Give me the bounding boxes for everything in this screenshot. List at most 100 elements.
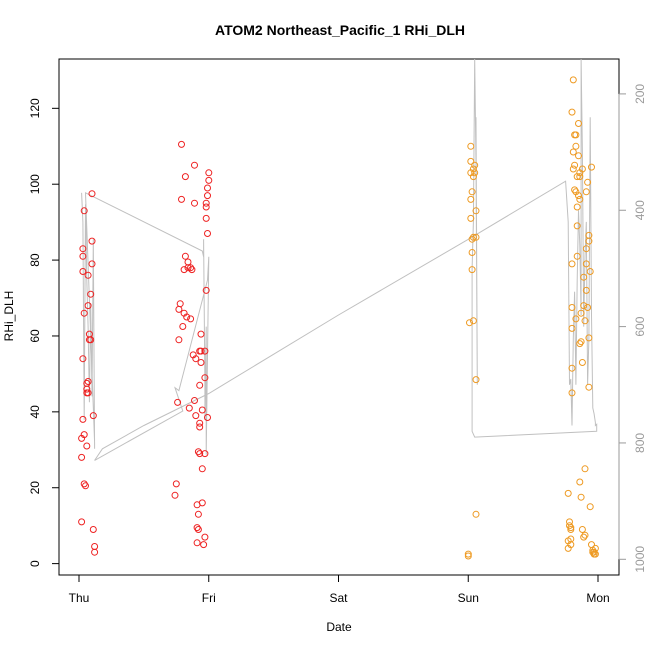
flight-2-point bbox=[576, 478, 584, 486]
right-tick-label: 200 bbox=[633, 84, 647, 104]
flight-2-point bbox=[576, 340, 584, 348]
flight-2-point bbox=[577, 493, 585, 501]
flight-1-point bbox=[194, 510, 202, 518]
flight-2-point bbox=[575, 192, 582, 200]
flight-1-point bbox=[202, 214, 210, 222]
flight-1-point bbox=[202, 199, 210, 207]
flight-2-point bbox=[568, 260, 576, 268]
flight-1-point bbox=[202, 286, 210, 294]
flight-1-point bbox=[88, 190, 96, 198]
flight-1-point bbox=[88, 237, 96, 245]
flight-2-point bbox=[572, 142, 580, 150]
flight-1-point bbox=[79, 415, 87, 423]
right-tick-label: 400 bbox=[633, 200, 647, 220]
flight-1-point bbox=[185, 404, 193, 412]
flight-1-point bbox=[197, 330, 205, 338]
flight-1-point bbox=[198, 499, 206, 507]
flight-1-point bbox=[82, 482, 89, 490]
y-axis: 0 20 40 60 80 100 120 bbox=[28, 98, 60, 567]
flight-2-point bbox=[472, 207, 480, 215]
flight-1-point bbox=[78, 453, 86, 461]
flight-2-point bbox=[578, 526, 586, 533]
y-axis-label: RHi_DLH bbox=[2, 291, 16, 342]
right-tick-label: 1000 bbox=[633, 546, 647, 573]
right-pressure-axis: 200 400 600 800 1000 bbox=[618, 84, 647, 573]
flight-2-point bbox=[578, 359, 586, 366]
flight-1-point bbox=[200, 541, 208, 549]
y-tick-label: 120 bbox=[28, 98, 42, 118]
x-tick-label: Fri bbox=[202, 591, 216, 605]
flight-1-point bbox=[201, 533, 209, 541]
flight-1-point bbox=[192, 355, 200, 363]
flight-2-point bbox=[582, 245, 590, 253]
flight-2-point bbox=[468, 235, 476, 243]
flight-2-point bbox=[464, 550, 472, 558]
flight-2-point bbox=[580, 273, 588, 281]
flight-1-point bbox=[192, 412, 200, 420]
flight-1-point bbox=[91, 543, 99, 550]
y-tick-label: 40 bbox=[28, 405, 42, 419]
flight-1-point bbox=[80, 309, 88, 317]
flight-2-point bbox=[566, 522, 573, 530]
y-tick-label: 100 bbox=[28, 174, 42, 194]
flight-2-point bbox=[569, 165, 577, 173]
flight-1-point bbox=[196, 381, 204, 389]
flight-1-point bbox=[79, 268, 87, 275]
flight-1-point bbox=[194, 526, 202, 533]
y-tick-label: 80 bbox=[28, 253, 42, 267]
flight-2-point bbox=[572, 315, 580, 323]
flight-2-point bbox=[585, 231, 593, 239]
flight-1-point bbox=[187, 264, 195, 272]
flight-2-point bbox=[566, 518, 573, 526]
flight-1-point bbox=[88, 260, 96, 268]
flight-1-point bbox=[87, 336, 95, 344]
flight-1-point bbox=[84, 389, 92, 397]
flight-2-point bbox=[469, 233, 477, 241]
flight-1-point bbox=[196, 419, 204, 427]
flight-1-point bbox=[196, 423, 204, 431]
flight-1-point bbox=[181, 173, 189, 181]
flight-1-point bbox=[205, 169, 213, 177]
flight-2-point bbox=[585, 383, 593, 391]
flight-1-point bbox=[201, 347, 209, 355]
flight-1-point bbox=[191, 397, 198, 404]
flight-2-point bbox=[590, 548, 598, 556]
flight-2-point bbox=[468, 249, 476, 256]
flight-2-point bbox=[567, 524, 575, 532]
flight-2-point bbox=[569, 76, 577, 84]
flight-2-point bbox=[581, 531, 589, 539]
flight-1-point bbox=[79, 355, 87, 363]
flight-2-point bbox=[568, 108, 576, 116]
flight-1-point bbox=[191, 199, 198, 207]
flight-2-point bbox=[572, 131, 580, 139]
flight-2-point bbox=[467, 195, 475, 203]
flight-2-point bbox=[469, 173, 477, 181]
flight-2-point bbox=[472, 376, 480, 384]
flight-2-point bbox=[581, 317, 589, 325]
flight-1-point bbox=[197, 347, 205, 355]
flight-1-point bbox=[205, 176, 213, 184]
flight-2-point bbox=[567, 526, 575, 533]
flight-2-point bbox=[568, 364, 576, 372]
flight-2-point bbox=[582, 188, 590, 196]
flight-1-point bbox=[178, 195, 185, 203]
flight-1-point bbox=[202, 203, 210, 211]
flight-1-point bbox=[193, 539, 201, 547]
flight-2-point bbox=[586, 268, 594, 275]
flight-2-point bbox=[569, 148, 577, 156]
flight-1-point bbox=[183, 313, 191, 321]
flight-1-point bbox=[80, 480, 88, 488]
data-points-layer bbox=[78, 76, 599, 560]
right-tick-label: 800 bbox=[633, 433, 647, 453]
x-tick-label: Thu bbox=[69, 591, 90, 605]
flight-2-point bbox=[573, 203, 581, 211]
flight-1-point bbox=[172, 480, 180, 488]
flight-1-point bbox=[83, 442, 91, 450]
flight-1-point bbox=[179, 323, 187, 330]
flight-2-point bbox=[586, 503, 594, 511]
x-axis: Thu Fri Sat Sun Mon bbox=[69, 574, 610, 605]
flight-1-point bbox=[194, 448, 202, 456]
flight-1-point bbox=[175, 305, 183, 313]
flight-2-point bbox=[575, 120, 582, 127]
